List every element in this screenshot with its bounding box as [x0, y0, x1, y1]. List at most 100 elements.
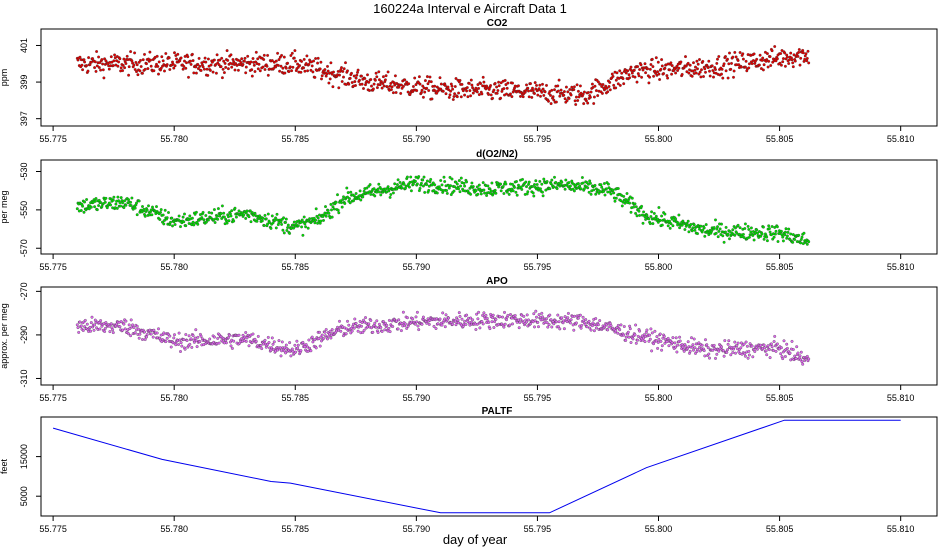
data-point — [219, 65, 223, 69]
data-point — [511, 81, 514, 85]
data-point — [801, 51, 805, 55]
data-point — [477, 93, 481, 97]
data-point — [474, 328, 478, 331]
data-point — [686, 61, 690, 65]
data-point — [747, 349, 751, 353]
data-point — [489, 84, 493, 87]
data-point — [417, 328, 421, 332]
data-point — [306, 345, 310, 349]
data-point — [79, 324, 83, 328]
data-point — [726, 232, 730, 236]
data-point — [282, 231, 286, 235]
data-point — [714, 356, 717, 360]
data-point — [112, 59, 116, 63]
scatter-points — [75, 309, 811, 366]
data-point — [349, 190, 353, 194]
data-point — [716, 235, 720, 239]
data-point — [298, 64, 302, 68]
data-point — [717, 349, 721, 353]
data-point — [157, 60, 161, 64]
data-point — [310, 335, 314, 339]
data-point — [707, 352, 711, 356]
data-point — [742, 342, 746, 346]
data-point — [703, 234, 707, 238]
data-point — [305, 54, 309, 58]
data-point — [527, 95, 531, 99]
data-point — [701, 59, 705, 63]
data-point — [685, 70, 689, 74]
data-point — [802, 231, 806, 235]
data-point — [147, 204, 150, 208]
data-point — [722, 349, 725, 353]
data-point — [502, 192, 506, 195]
data-point — [330, 215, 334, 219]
data-point — [635, 214, 639, 218]
data-point — [743, 65, 747, 69]
data-point — [409, 175, 413, 179]
data-point — [445, 189, 449, 192]
data-point — [79, 209, 83, 212]
data-point — [99, 68, 103, 72]
data-point — [614, 329, 618, 333]
data-point — [482, 80, 486, 84]
data-point — [799, 56, 803, 60]
data-point — [151, 335, 155, 339]
data-point — [477, 86, 481, 90]
data-point — [746, 356, 750, 360]
data-point — [200, 216, 204, 220]
data-point — [204, 220, 208, 224]
data-point — [405, 175, 409, 179]
data-point — [385, 85, 389, 89]
data-point — [244, 339, 248, 343]
data-point — [371, 330, 375, 334]
data-point — [165, 216, 169, 220]
data-point — [91, 57, 95, 61]
data-point — [674, 336, 678, 340]
data-point — [673, 341, 677, 345]
data-point — [415, 320, 419, 324]
data-point — [427, 322, 431, 326]
data-point — [653, 329, 657, 333]
data-point — [446, 85, 450, 89]
data-point — [677, 213, 681, 217]
data-point — [270, 214, 274, 218]
data-point — [641, 221, 645, 225]
data-point — [316, 56, 320, 60]
data-point — [787, 227, 791, 231]
data-point — [92, 328, 96, 332]
data-point — [244, 71, 248, 75]
data-point — [393, 83, 397, 87]
data-point — [336, 208, 340, 212]
data-point — [507, 192, 511, 196]
data-point — [438, 317, 442, 321]
data-point — [196, 335, 200, 339]
data-point — [230, 65, 234, 69]
data-point — [465, 89, 469, 93]
data-point — [455, 95, 459, 99]
x-tick-label: 55.795 — [524, 262, 552, 272]
data-point — [552, 322, 556, 326]
data-point — [794, 357, 798, 360]
data-point — [347, 323, 351, 327]
data-point — [690, 336, 693, 340]
data-point — [535, 315, 538, 319]
x-tick-label: 55.795 — [524, 134, 552, 144]
data-point — [562, 90, 566, 94]
data-point — [271, 221, 275, 225]
data-point — [307, 62, 311, 66]
data-point — [274, 226, 278, 230]
data-point — [222, 211, 226, 215]
data-point — [677, 66, 681, 70]
data-point — [781, 57, 785, 61]
data-point — [177, 343, 180, 346]
data-point — [121, 63, 125, 67]
data-point — [287, 70, 291, 74]
data-point — [219, 212, 223, 216]
data-point — [324, 328, 328, 331]
data-point — [622, 325, 626, 328]
data-point — [362, 189, 366, 193]
data-point — [394, 91, 398, 94]
data-point — [392, 81, 396, 85]
data-point — [737, 63, 741, 67]
